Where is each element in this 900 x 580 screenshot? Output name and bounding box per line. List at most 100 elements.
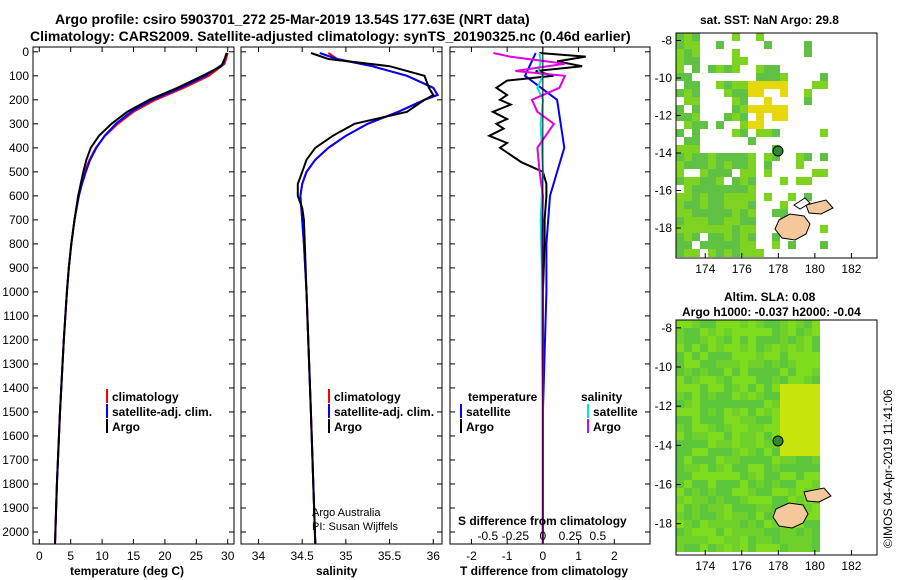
sst-cell xyxy=(676,33,684,41)
sst-cell xyxy=(764,65,772,73)
sla-cell xyxy=(764,424,772,432)
sst-cell xyxy=(820,73,828,81)
sla-cell xyxy=(764,352,772,360)
sst-cell xyxy=(716,201,724,209)
sla-cell xyxy=(708,544,716,552)
depth-tick-label: 500 xyxy=(9,165,29,179)
sst-cell xyxy=(716,153,724,161)
sla-cell xyxy=(748,392,756,400)
sla-cell xyxy=(684,544,692,552)
sst-cell xyxy=(740,201,748,209)
sla-cell xyxy=(708,368,716,376)
sla-cell xyxy=(700,528,708,536)
sla-cell xyxy=(788,384,796,392)
sst-cell xyxy=(692,137,700,145)
sla-cell xyxy=(756,448,764,456)
sla-cell xyxy=(812,384,820,392)
sst-cell xyxy=(684,137,692,145)
sla-cell xyxy=(676,336,684,344)
sla-cell xyxy=(772,320,780,328)
sla-cell xyxy=(676,384,684,392)
sst-cell xyxy=(676,41,684,49)
sst-cell xyxy=(692,153,700,161)
salinity-plot-frame xyxy=(240,46,443,545)
sst-cell xyxy=(724,225,732,233)
sla-cell xyxy=(700,536,708,544)
sla-cell xyxy=(748,488,756,496)
sla-cell xyxy=(764,496,772,504)
legend-s-satellite: satellite xyxy=(593,405,638,419)
sst-cell xyxy=(692,161,700,169)
sla-cell xyxy=(732,488,740,496)
sla-cell xyxy=(804,360,812,368)
salinity-x-ticks: 34 34.5 35 35.5 36 xyxy=(241,47,442,563)
sst-cell xyxy=(732,201,740,209)
sst-cell xyxy=(756,113,764,121)
sla-cell xyxy=(780,432,788,440)
sst-cell xyxy=(684,73,692,81)
sst-cell xyxy=(684,161,692,169)
sla-map: Altim. SLA: 0.08 Argo h1000: -0.037 h200… xyxy=(655,290,878,573)
sla-cell xyxy=(812,448,820,456)
sst-cell xyxy=(820,169,828,177)
legend-s-argo-marker xyxy=(587,419,589,433)
sst-cell xyxy=(724,185,732,193)
difference-lines xyxy=(486,47,586,544)
sla-cell xyxy=(804,536,812,544)
sla-cell xyxy=(764,544,772,552)
legend-climatology: climatology xyxy=(334,390,401,404)
sla-cell xyxy=(812,328,820,336)
sla-cell xyxy=(676,544,684,552)
sla-cell xyxy=(796,376,804,384)
sla-cell xyxy=(724,384,732,392)
sla-coastline xyxy=(772,487,832,529)
sst-cell xyxy=(756,65,764,73)
sst-cell xyxy=(716,209,724,217)
sst-cell xyxy=(692,57,700,65)
sla-cell xyxy=(780,336,788,344)
sst-cell xyxy=(724,81,732,89)
sst-cell xyxy=(692,49,700,57)
s-diff-tick-label: -0.5 xyxy=(478,529,499,543)
sla-cell xyxy=(748,464,756,472)
sla-cell xyxy=(764,368,772,376)
sst-cell xyxy=(724,65,732,73)
sst-cell xyxy=(732,185,740,193)
sla-cell xyxy=(708,392,716,400)
sst-cell xyxy=(772,113,780,121)
sla-cell xyxy=(740,368,748,376)
sst-cell xyxy=(740,169,748,177)
sst-cell xyxy=(748,81,756,89)
map-lat-label: -18 xyxy=(655,517,673,531)
sla-cell xyxy=(732,408,740,416)
sst-cell xyxy=(708,209,716,217)
sla-cell xyxy=(724,464,732,472)
sst-cell xyxy=(804,49,812,57)
sla-cell xyxy=(724,448,732,456)
sst-cell xyxy=(732,233,740,241)
sla-cell xyxy=(692,528,700,536)
sst-cell xyxy=(692,89,700,97)
sla-cell xyxy=(692,520,700,528)
sla-cell xyxy=(724,472,732,480)
sst-cell xyxy=(780,177,788,185)
sla-cell xyxy=(764,512,772,520)
sla-cell xyxy=(772,504,780,512)
sla-cell xyxy=(788,432,796,440)
sla-cell xyxy=(764,440,772,448)
sla-cell xyxy=(764,384,772,392)
sst-cell xyxy=(756,73,764,81)
sst-cell xyxy=(740,217,748,225)
legend-argo: Argo xyxy=(334,420,362,434)
sla-cell xyxy=(740,464,748,472)
sla-cell xyxy=(716,424,724,432)
sst-cell xyxy=(684,177,692,185)
sst-cell xyxy=(700,161,708,169)
sst-cell xyxy=(716,193,724,201)
sst-cell xyxy=(700,169,708,177)
temperature-plot-frame xyxy=(32,46,235,545)
sla-cell xyxy=(692,368,700,376)
sla-cell xyxy=(684,416,692,424)
sst-cell xyxy=(676,113,684,121)
sla-cell xyxy=(724,352,732,360)
